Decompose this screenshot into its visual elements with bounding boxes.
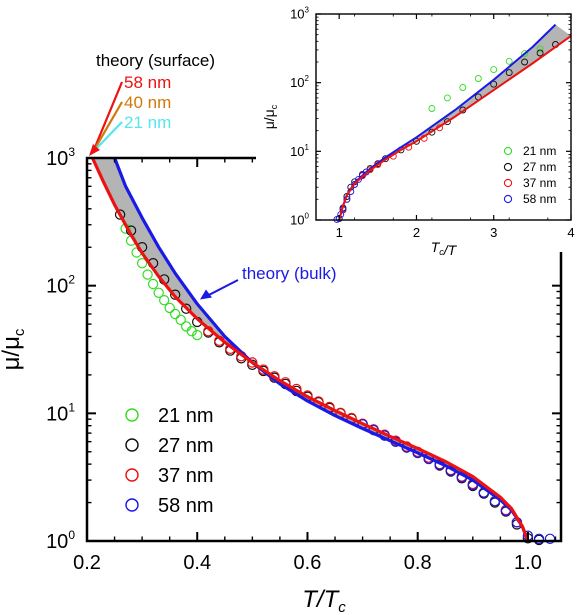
- y-tick-label: 103: [46, 145, 75, 170]
- data-point: [180, 303, 192, 314]
- data-point: [521, 50, 529, 58]
- bulk-theory-arrowhead: [199, 289, 212, 300]
- data-point: [521, 58, 529, 66]
- surface-theory-arrow: [92, 101, 123, 153]
- y-tick-label: 103: [290, 6, 309, 22]
- legend-marker: [125, 408, 139, 422]
- surface-theory-arrow: [92, 121, 123, 153]
- legend: 21 nm 27 nm 37 nm 58 nm: [503, 144, 556, 206]
- x-tick-label: 1: [336, 225, 343, 240]
- theory-curve-red: [91, 157, 530, 542]
- legend-marker: [125, 498, 139, 512]
- data-point: [443, 94, 451, 102]
- data-point: [490, 80, 498, 88]
- y-tick-label: 101: [290, 143, 309, 159]
- y-tick-label: 102: [46, 273, 75, 298]
- surface-theory-title: theory (surface): [96, 51, 215, 70]
- theory-band: [339, 24, 571, 220]
- data-point: [114, 209, 126, 220]
- data-point: [153, 287, 164, 298]
- y-tick-label: 102: [290, 74, 309, 90]
- x-axis-title: Tc/T: [431, 239, 458, 258]
- x-axis-title: T/Tc: [302, 586, 346, 615]
- data-point: [191, 329, 203, 341]
- legend-marker: [125, 438, 139, 452]
- x-tick-label: 1.0: [514, 552, 542, 574]
- x-tick-label: 0.6: [294, 552, 322, 574]
- x-tick-label: 0.8: [404, 552, 432, 574]
- x-tick-label: 3: [490, 225, 497, 240]
- data-point: [158, 295, 170, 306]
- data-point: [355, 175, 362, 183]
- data-point: [169, 289, 181, 300]
- x-tick-label: 0.4: [183, 552, 211, 574]
- legend-marker: [125, 468, 139, 482]
- x-tick-label: 0.2: [73, 552, 101, 574]
- legend-label: 37 nm: [523, 176, 556, 190]
- data-point: [474, 75, 482, 82]
- y-tick-label: 100: [290, 212, 309, 228]
- surface-theory-label: 58 nm: [124, 73, 171, 92]
- inset-background: [256, 4, 578, 252]
- data-point: [505, 69, 513, 77]
- data-point: [247, 357, 258, 368]
- bulk-theory-arrow: [205, 279, 239, 298]
- legend-marker: [503, 194, 513, 204]
- data-point: [142, 269, 153, 280]
- y-tick-label: 101: [46, 400, 75, 425]
- data-point: [186, 326, 197, 337]
- data-point: [443, 118, 451, 126]
- data-point: [505, 57, 513, 65]
- data-point: [147, 278, 159, 290]
- legend-marker: [503, 146, 513, 156]
- data-point: [164, 302, 175, 314]
- legend-label: 21 nm: [523, 144, 556, 158]
- data-point: [428, 105, 436, 112]
- series-21-nm: [428, 45, 544, 112]
- legend-label: 37 nm: [158, 465, 214, 487]
- data-point: [258, 364, 269, 375]
- surface-theory-arrowhead: [89, 144, 100, 156]
- inset-chart: 1 2 3 4 100 101 102 103 Tc/T μ/μc 21 nm 27 nm 37 nm 5…: [256, 4, 578, 258]
- legend-label: 21 nm: [158, 405, 214, 427]
- surface-theory-label: 40 nm: [124, 93, 171, 112]
- legend-marker: [503, 162, 513, 172]
- data-point: [490, 66, 498, 74]
- surface-theory-arrow: [91, 81, 124, 153]
- data-point: [536, 49, 544, 57]
- bulk-theory-label: theory (bulk): [242, 264, 336, 283]
- y-axis-title: μ/μc: [0, 328, 28, 370]
- legend: 21 nm 27 nm 37 nm 58 nm: [125, 405, 214, 517]
- x-tick-label: 4: [567, 225, 574, 240]
- theory-curve-red: [338, 35, 572, 221]
- data-point: [544, 533, 556, 545]
- data-point: [536, 45, 544, 53]
- legend-label: 58 nm: [523, 192, 556, 206]
- data-point: [533, 533, 545, 545]
- x-tick-label: 2: [413, 225, 420, 240]
- legend-label: 58 nm: [158, 495, 214, 517]
- legend-label: 27 nm: [158, 435, 214, 457]
- plot-frame: [315, 13, 572, 221]
- data-point: [459, 84, 467, 91]
- theory-curve-blue: [113, 157, 530, 542]
- data-point: [366, 166, 374, 174]
- data-point: [175, 314, 186, 325]
- legend-label: 27 nm: [523, 160, 556, 174]
- y-tick-label: 100: [46, 528, 75, 553]
- surface-theory-label: 21 nm: [124, 113, 171, 132]
- y-axis-title: μ/μc: [261, 104, 279, 129]
- data-point: [169, 308, 181, 320]
- legend-marker: [503, 178, 513, 188]
- data-point: [136, 258, 148, 269]
